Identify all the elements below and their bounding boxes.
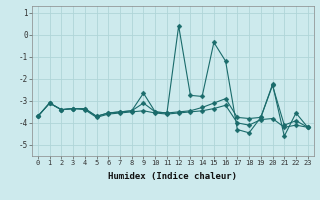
X-axis label: Humidex (Indice chaleur): Humidex (Indice chaleur) [108, 172, 237, 181]
